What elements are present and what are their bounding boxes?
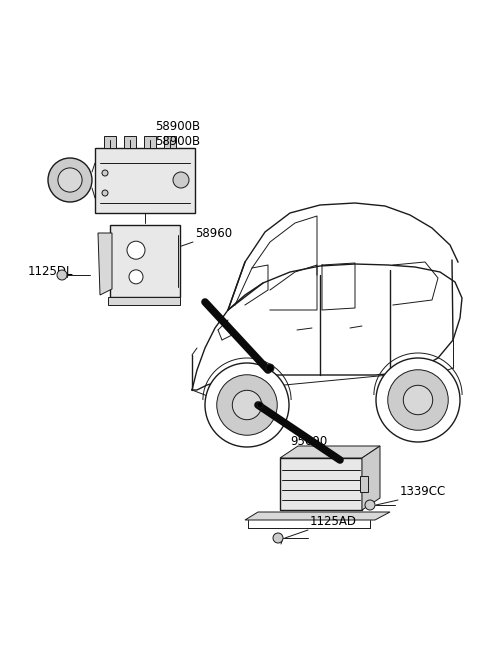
Circle shape	[102, 170, 108, 176]
Text: 1125AD: 1125AD	[310, 515, 357, 528]
Circle shape	[173, 172, 189, 188]
Bar	[110, 225, 180, 297]
Circle shape	[365, 500, 375, 510]
Polygon shape	[245, 512, 390, 520]
Circle shape	[388, 370, 448, 430]
Circle shape	[58, 168, 82, 192]
Bar	[164, 136, 176, 148]
Circle shape	[376, 358, 460, 442]
Bar	[95, 148, 195, 213]
Bar	[280, 458, 362, 510]
Circle shape	[266, 364, 274, 372]
Polygon shape	[362, 446, 380, 510]
Text: 95690: 95690	[290, 435, 327, 448]
Circle shape	[217, 375, 277, 435]
Text: 58900B: 58900B	[155, 120, 200, 133]
Circle shape	[129, 270, 143, 284]
Circle shape	[48, 158, 92, 202]
Circle shape	[205, 363, 289, 447]
Circle shape	[403, 385, 432, 415]
Polygon shape	[98, 233, 112, 295]
Bar	[124, 136, 136, 148]
Bar	[104, 136, 116, 148]
Circle shape	[57, 270, 67, 280]
Circle shape	[273, 533, 283, 543]
Polygon shape	[108, 297, 180, 305]
Bar	[360, 476, 368, 492]
Text: 1339CC: 1339CC	[400, 485, 446, 498]
Circle shape	[257, 402, 263, 408]
Text: 1125DL: 1125DL	[28, 265, 73, 278]
Text: 58900B: 58900B	[155, 135, 200, 148]
Polygon shape	[280, 446, 380, 458]
Text: 58960: 58960	[195, 227, 232, 240]
Circle shape	[102, 190, 108, 196]
Circle shape	[127, 241, 145, 259]
Circle shape	[232, 390, 262, 420]
Bar	[144, 136, 156, 148]
